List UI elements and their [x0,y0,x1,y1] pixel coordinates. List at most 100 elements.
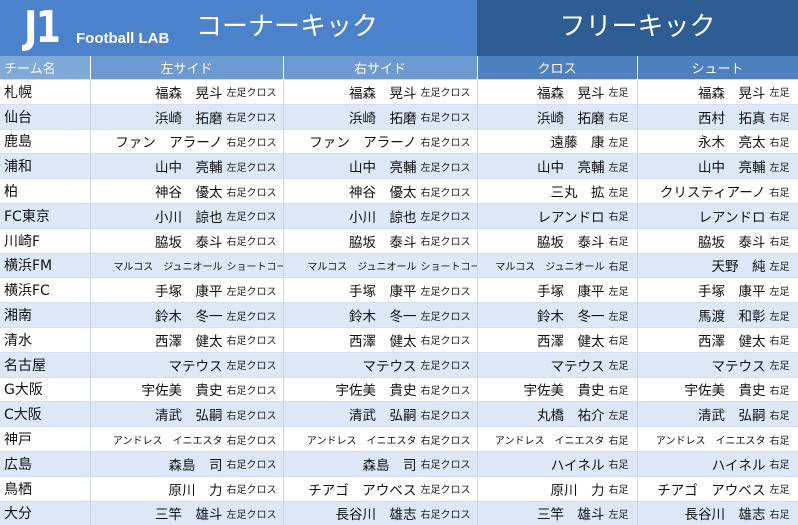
player-name: 天野 純 [712,255,766,275]
player-name: マテウス [712,355,766,375]
page: J1 Football LAB コーナーキック フリーキック チーム名 左サイド… [0,0,798,512]
table-row: 仙台浜崎 拓磨右足クロス浜崎 拓磨右足クロス浜崎 拓磨右足西村 拓真右足 [0,104,798,129]
table-row: 清水西澤 健太右足クロス西澤 健太右足クロス西澤 健太右足西澤 健太右足 [0,327,798,352]
player-name: 福森 晃斗 [537,82,605,102]
kick-type: 右足クロス [223,332,283,347]
fk-cross-cell: 西澤 健太右足 [477,327,637,352]
set-piece-table: チーム名 左サイド 右サイド クロス シュート 札幌福森 晃斗左足クロス福森 晃… [0,56,798,525]
team-name: 鳥栖 [0,476,90,501]
player-name: 永木 亮太 [698,131,766,151]
player-name: 手塚 康平 [349,280,417,300]
kick-type: 右足 [605,332,637,347]
kick-type: 左足クロス [417,283,477,298]
ck-right-cell: 福森 晃斗左足クロス [283,80,477,105]
team-name: 清水 [0,327,90,352]
team-name: 広島 [0,451,90,476]
fk-cross-cell: 三竿 雄斗左足 [477,501,637,525]
player-name: 原川 力 [169,479,223,499]
player-name: マルコス ジュニオール [495,258,604,273]
player-name: アンドレス イニエスタ [495,432,605,447]
kick-type: 左足 [605,184,637,199]
fk-shoot-cell: レアンドロ右足 [637,203,798,228]
ck-right-cell: マテウス左足クロス [283,352,477,377]
header-ck-right: 右サイド [283,56,477,80]
kick-type: 左足 [766,159,798,174]
team-name: 大分 [0,501,90,525]
player-name: マテウス [169,355,223,375]
ck-left-cell: 鈴木 冬一左足クロス [90,303,283,328]
fk-cross-cell: 遠藤 康左足 [477,129,637,154]
team-name: 名古屋 [0,352,90,377]
team-name: 川崎F [0,228,90,253]
player-name: 宇佐美 貴史 [685,379,766,399]
kick-type: 右足 [766,456,798,471]
kick-type: 右足クロス [417,506,477,521]
ck-right-cell: 神谷 優太右足クロス [283,179,477,204]
kick-type: 左足 [605,134,637,149]
table-row: 湘南鈴木 冬一左足クロス鈴木 冬一左足クロス鈴木 冬一左足馬渡 和彰左足 [0,303,798,328]
player-name: 福森 晃斗 [349,82,417,102]
player-name: 神谷 優太 [349,181,417,201]
player-name: 宇佐美 貴史 [142,379,223,399]
ck-right-cell: マルコス ジュニオールショートコーナー [283,253,477,278]
ck-left-cell: 西澤 健太右足クロス [90,327,283,352]
kick-type: 右足 [766,382,798,397]
team-name: 神戸 [0,427,90,452]
team-name: 札幌 [0,80,90,105]
table-header-row: チーム名 左サイド 右サイド クロス シュート [0,56,798,80]
kick-type: 左足 [605,407,637,422]
fk-shoot-cell: 天野 純左足 [637,253,798,278]
kick-type: 左足クロス [223,84,283,99]
fk-cross-cell: 山中 亮輔左足 [477,154,637,179]
kick-type: 左足クロス [223,308,283,323]
kick-type: 右足 [605,432,637,447]
fk-shoot-cell: 馬渡 和彰左足 [637,303,798,328]
player-name: 西澤 健太 [698,330,766,350]
table-row: FC東京小川 諒也左足クロス小川 諒也左足クロスレアンドロ右足レアンドロ右足 [0,203,798,228]
player-name: 長谷川 雄志 [336,503,417,523]
kick-type: 左足クロス [417,159,477,174]
fk-shoot-cell: 長谷川 雄志右足 [637,501,798,525]
player-name: レアンドロ [538,206,605,226]
player-name: ファン アラーノ [115,131,222,151]
player-name: 清武 弘嗣 [155,404,223,424]
player-name: 福森 晃斗 [155,82,223,102]
ck-left-cell: 浜崎 拓磨右足クロス [90,104,283,129]
kick-type: 右足 [605,456,637,471]
player-name: 清武 弘嗣 [698,404,766,424]
player-name: 宇佐美 貴史 [336,379,417,399]
player-name: 三丸 拡 [551,181,605,201]
kick-type: 左足 [605,159,637,174]
ck-right-cell: アンドレス イニエスタ右足クロス [283,427,477,452]
player-name: 浜崎 拓磨 [537,107,605,127]
player-name: 山中 亮輔 [698,156,766,176]
kick-type: 左足 [766,258,798,273]
player-name: 清武 弘嗣 [349,404,417,424]
kick-type: 左足クロス [223,506,283,521]
table-row: 札幌福森 晃斗左足クロス福森 晃斗左足クロス福森 晃斗左足福森 晃斗左足 [0,80,798,105]
corner-kick-title: コーナーキック [196,10,378,44]
player-name: 鈴木 冬一 [537,305,605,325]
fk-cross-cell: マルコス ジュニオール右足 [477,253,637,278]
player-name: 山中 亮輔 [349,156,417,176]
player-name: アンドレス イニエスタ [656,432,766,447]
fk-cross-cell: 脇坂 泰斗右足 [477,228,637,253]
kick-type: 左足 [766,308,798,323]
kick-type: 左足 [605,308,637,323]
ck-right-cell: 手塚 康平左足クロス [283,278,477,303]
ck-left-cell: ファン アラーノ右足クロス [90,129,283,154]
corner-kick-banner: J1 Football LAB コーナーキック [0,0,477,56]
kick-type: 左足クロス [417,357,477,372]
ck-right-cell: ファン アラーノ右足クロス [283,129,477,154]
kick-type: 右足クロス [417,184,477,199]
kick-type: 右足 [766,233,798,248]
player-name: 手塚 康平 [698,280,766,300]
fk-shoot-cell: ハイネル右足 [637,451,798,476]
player-name: 福森 晃斗 [698,82,766,102]
kick-type: 左足クロス [223,159,283,174]
ck-left-cell: 神谷 優太右足クロス [90,179,283,204]
player-name: 宇佐美 貴史 [524,379,605,399]
